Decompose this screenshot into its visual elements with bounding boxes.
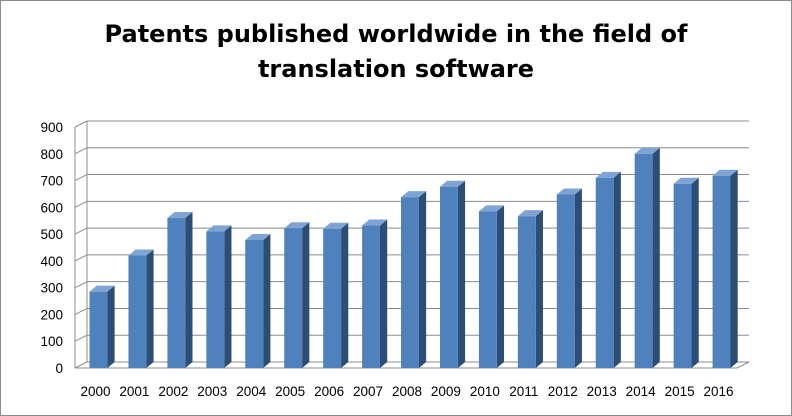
- bar-2005: [284, 228, 303, 368]
- bar-2007: [362, 225, 381, 368]
- x-tick-label-2015: 2015: [665, 384, 695, 399]
- bar-side-2012: [574, 188, 582, 368]
- gridline-depth-500: [74, 227, 88, 235]
- x-tick-label-2016: 2016: [704, 384, 734, 399]
- bar-top-2002: [167, 212, 193, 219]
- bar-side-2000: [107, 285, 115, 368]
- bar-side-2014: [652, 147, 660, 368]
- x-tick-label-2009: 2009: [431, 384, 461, 399]
- y-tick-label-800: 800: [40, 147, 63, 162]
- y-tick-label-0: 0: [55, 361, 63, 376]
- bar-2013: [595, 177, 614, 368]
- bar-top-2004: [245, 234, 271, 241]
- bar-2002: [167, 218, 186, 368]
- bar-2012: [556, 194, 575, 368]
- x-tick-label-2005: 2005: [275, 384, 305, 399]
- bar-side-2006: [341, 222, 349, 368]
- chart-title: Patents published worldwide in the field…: [1, 17, 791, 87]
- bar-2008: [401, 197, 419, 368]
- x-tick-label-2011: 2011: [509, 384, 538, 399]
- gridline-depth-300: [74, 281, 88, 289]
- bar-2011: [517, 216, 536, 368]
- bar-2006: [323, 228, 342, 368]
- bar-top-2007: [362, 219, 388, 226]
- x-tick-label-2001: 2001: [119, 384, 149, 399]
- bar-2015: [673, 183, 692, 368]
- bar-top-2016: [712, 169, 738, 176]
- x-tick-label-2002: 2002: [158, 384, 188, 399]
- x-tick-label-2013: 2013: [587, 384, 617, 399]
- bar-side-2001: [146, 249, 154, 368]
- bar-top-2013: [595, 171, 621, 178]
- bar-side-2015: [691, 177, 699, 368]
- bar-top-2009: [439, 180, 466, 187]
- bar-top-2000: [89, 285, 115, 292]
- bar-2009: [439, 186, 458, 368]
- bar-top-2008: [401, 191, 427, 198]
- x-tick-label-2003: 2003: [197, 384, 227, 399]
- bar-side-2011: [535, 210, 543, 368]
- chart-title-line-1: Patents published worldwide in the field…: [104, 20, 688, 48]
- gridline-depth-800: [74, 147, 88, 155]
- bar-side-2016: [730, 169, 738, 368]
- bar-top-2003: [206, 225, 232, 232]
- bar-2003: [206, 231, 225, 368]
- bar-2010: [478, 211, 497, 368]
- y-tick-label-600: 600: [40, 200, 63, 215]
- bar-top-2001: [128, 249, 154, 256]
- floor-right-edge: [736, 361, 750, 369]
- bar-2001: [128, 255, 147, 368]
- gridline-depth-900: [74, 120, 88, 128]
- bar-2000: [89, 291, 108, 368]
- y-tick-label-300: 300: [40, 281, 63, 296]
- bar-side-2002: [185, 212, 193, 368]
- bar-side-2010: [496, 205, 505, 368]
- x-tick-label-2010: 2010: [470, 384, 500, 399]
- bar-top-2005: [284, 222, 310, 229]
- bar-side-2007: [380, 219, 388, 368]
- gridline-depth-700: [74, 174, 88, 182]
- y-tick-label-400: 400: [40, 254, 63, 269]
- gridline-depth-100: [74, 334, 88, 342]
- x-tick-label-2014: 2014: [626, 384, 657, 399]
- y-tick-label-500: 500: [40, 227, 63, 242]
- bar-side-2005: [302, 222, 310, 368]
- bar-side-2004: [263, 234, 271, 368]
- x-tick-label-2012: 2012: [548, 384, 578, 399]
- y-tick-label-200: 200: [40, 307, 63, 322]
- gridline-depth-600: [74, 200, 88, 208]
- bar-top-2010: [478, 205, 505, 212]
- bar-side-2013: [613, 171, 621, 368]
- bar-side-2009: [457, 180, 466, 368]
- bar-top-2014: [634, 147, 660, 154]
- bar-top-2015: [673, 177, 699, 184]
- gridline-depth-200: [74, 307, 88, 315]
- bar-side-2008: [418, 191, 427, 368]
- y-tick-label-100: 100: [40, 334, 63, 349]
- gridline-depth-400: [74, 254, 88, 262]
- y-tick-label-700: 700: [40, 174, 63, 189]
- y-tick-label-900: 900: [40, 120, 63, 135]
- gridline-depth-0: [74, 361, 88, 369]
- bar-top-2011: [517, 210, 543, 217]
- bar-top-2012: [556, 188, 582, 195]
- x-tick-label-2004: 2004: [236, 384, 267, 399]
- bar-2014: [634, 153, 653, 368]
- chart-title-line-2: translation software: [257, 55, 535, 83]
- bar-2016: [712, 175, 731, 368]
- x-tick-label-2008: 2008: [392, 384, 422, 399]
- x-tick-label-2007: 2007: [353, 384, 383, 399]
- x-tick-label-2000: 2000: [80, 384, 110, 399]
- bar-side-2003: [224, 225, 232, 368]
- bar-2004: [245, 240, 264, 368]
- x-tick-label-2006: 2006: [314, 384, 344, 399]
- bar-top-2006: [323, 222, 349, 229]
